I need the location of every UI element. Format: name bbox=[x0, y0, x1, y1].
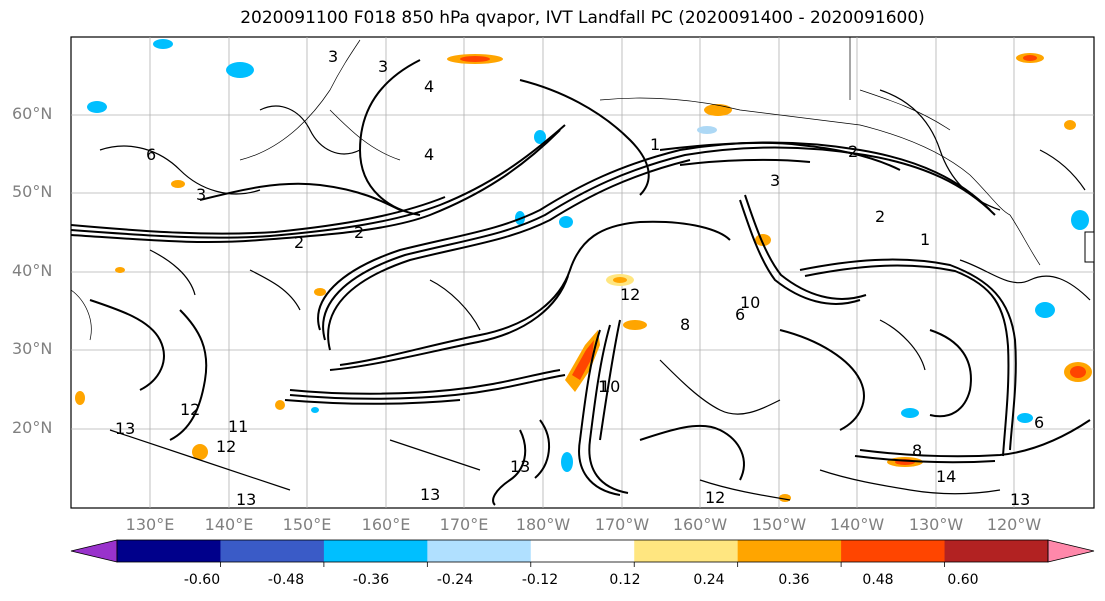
colorbar-segment bbox=[530, 540, 635, 562]
contour-value-label: 2 bbox=[354, 223, 364, 242]
colorbar-tick-label: 0.60 bbox=[947, 572, 979, 588]
contour-value-label: 3 bbox=[770, 171, 780, 190]
contour-value-label: 2 bbox=[875, 207, 885, 226]
colorbar-segment bbox=[220, 540, 325, 562]
lon-label: 130°W bbox=[908, 515, 964, 534]
contour-value-label: 12 bbox=[705, 488, 725, 507]
colorbar-max-extend bbox=[1047, 539, 1095, 563]
contour-value-label: 13 bbox=[510, 457, 530, 476]
colorbar-tick-label: 0.24 bbox=[693, 572, 725, 588]
lon-label: 130°E bbox=[125, 515, 175, 534]
lon-label: 140°W bbox=[829, 515, 885, 534]
lon-label: 140°E bbox=[204, 515, 254, 534]
thin-contour-lines bbox=[99, 89, 1091, 501]
colorbar-tick-label: 0.12 bbox=[609, 572, 641, 588]
contour-lines bbox=[70, 59, 1091, 506]
lon-label: 170°E bbox=[439, 515, 489, 534]
contour-value-label: 3 bbox=[328, 47, 338, 66]
lon-label: 150°W bbox=[751, 515, 807, 534]
contour-value-label: 2 bbox=[294, 233, 304, 252]
lat-label: 50°N bbox=[12, 182, 53, 201]
lon-label: 160°E bbox=[361, 515, 411, 534]
colorbar-outline bbox=[116, 539, 1049, 563]
lat-label: 40°N bbox=[12, 261, 53, 280]
lon-label: 170°W bbox=[594, 515, 650, 534]
contour-value-label: 4 bbox=[424, 77, 434, 96]
contour-value-label: 3 bbox=[196, 185, 206, 204]
colorbar-segment bbox=[841, 540, 946, 562]
contour-value-label: 12 bbox=[620, 285, 640, 304]
contour-value-label: 10 bbox=[600, 377, 620, 396]
colorbar-tick-label: -0.60 bbox=[183, 572, 221, 588]
colorbar-segment bbox=[944, 540, 1049, 562]
contour-value-label: 1 bbox=[920, 230, 930, 249]
contour-value-label: 8 bbox=[912, 441, 922, 460]
lat-label: 20°N bbox=[12, 418, 53, 437]
colorbar-tick-label: 0.48 bbox=[862, 572, 894, 588]
contour-value-label: 13 bbox=[1010, 490, 1030, 509]
contour-value-label: 12 bbox=[180, 400, 200, 419]
colorbar-tick-label: -0.24 bbox=[436, 572, 474, 588]
colorbar-min-extend bbox=[70, 539, 118, 563]
colorbar-tick-label: -0.12 bbox=[521, 572, 559, 588]
colorbar-segment bbox=[634, 540, 739, 562]
lon-label: 150°E bbox=[282, 515, 332, 534]
contour-value-label: 6 bbox=[1034, 413, 1044, 432]
colorbar-segment bbox=[117, 540, 221, 562]
contour-value-label: 13 bbox=[236, 490, 256, 509]
contour-value-label: 1 bbox=[650, 135, 660, 154]
contour-value-label: 13 bbox=[420, 485, 440, 504]
contour-value-label: 8 bbox=[680, 315, 690, 334]
colorbar-tick-label: -0.48 bbox=[267, 572, 305, 588]
contour-value-label: 2 bbox=[848, 142, 858, 161]
lat-label: 60°N bbox=[12, 104, 53, 123]
lon-label: 120°W bbox=[986, 515, 1042, 534]
colorbar-segment bbox=[737, 540, 842, 562]
colorbar-segment bbox=[323, 540, 428, 562]
contour-value-label: 12 bbox=[216, 437, 236, 456]
colorbar-segment bbox=[427, 540, 532, 562]
coastlines bbox=[70, 37, 1041, 341]
contour-value-label: 6 bbox=[735, 305, 745, 324]
contour-value-label: 14 bbox=[936, 467, 956, 486]
contour-value-label: 1 bbox=[598, 377, 608, 396]
contour-value-label: 6 bbox=[146, 145, 156, 164]
colorbar-tick-label: -0.36 bbox=[352, 572, 390, 588]
contour-value-label: 13 bbox=[115, 419, 135, 438]
colorbar-tick-label: 0.36 bbox=[778, 572, 810, 588]
contour-value-label: 4 bbox=[424, 145, 434, 164]
contour-value-label: 10 bbox=[740, 293, 760, 312]
colorbar bbox=[70, 539, 1095, 567]
lon-label: 180°W bbox=[515, 515, 571, 534]
contour-value-label: 11 bbox=[228, 417, 248, 436]
anomaly-shading bbox=[75, 39, 1092, 502]
gridlines bbox=[71, 37, 1094, 508]
map-title: 2020091100 F018 850 hPa qvapor, IVT Land… bbox=[240, 8, 925, 28]
contour-value-label: 3 bbox=[378, 57, 388, 76]
lon-label: 160°W bbox=[672, 515, 728, 534]
lat-label: 30°N bbox=[12, 339, 53, 358]
